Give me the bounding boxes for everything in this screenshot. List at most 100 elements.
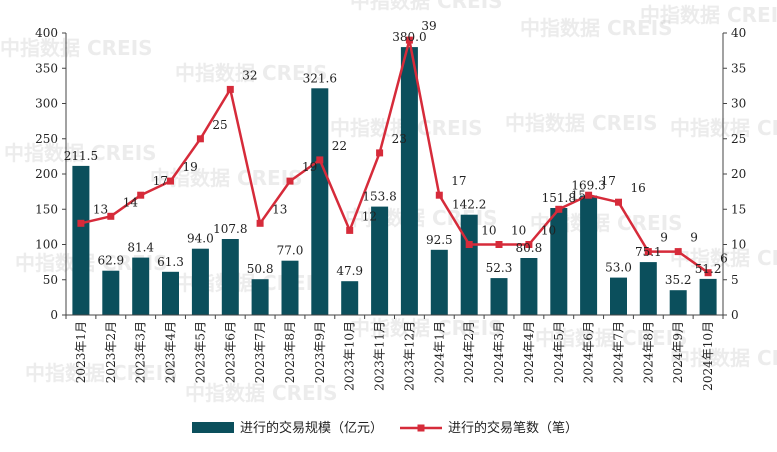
- line-point: [495, 241, 503, 248]
- bar-mark: [311, 88, 329, 315]
- bar-value-label: 47.9: [336, 264, 363, 278]
- line-value-label: 16: [631, 181, 646, 195]
- line-point: [167, 177, 174, 185]
- line-point: [674, 248, 682, 256]
- right-tick-label: 0: [731, 308, 739, 322]
- watermark-text: 中指数据 CREIS: [4, 141, 157, 165]
- bar-value-label: 52.3: [486, 261, 513, 275]
- bar-mark: [430, 249, 448, 315]
- bar-value-label: 94.0: [187, 232, 214, 246]
- bar-mark: [580, 195, 598, 315]
- watermark-text: 中指数据 CREIS: [175, 61, 328, 85]
- left-tick-label: 0: [50, 308, 58, 322]
- x-tick-label: 2024年2月: [462, 321, 476, 383]
- line-value-label: 17: [153, 174, 168, 188]
- bar-mark: [281, 260, 299, 315]
- line-point: [226, 85, 234, 93]
- line-value-label: 10: [541, 224, 556, 238]
- x-tick-label: 2023年4月: [164, 321, 178, 383]
- right-tick-label: 35: [731, 61, 746, 75]
- bar-value-label: 81.4: [127, 241, 154, 255]
- bar-mark: [251, 279, 269, 315]
- line-value-label: 25: [212, 118, 227, 132]
- watermark-text: 中指数据 CREIS: [350, 316, 503, 340]
- bar-value-label: 380.0: [392, 30, 426, 44]
- line-path: [80, 38, 709, 274]
- bar-value-label: 80.8: [516, 241, 543, 255]
- legend: 进行的交易规模（亿元） 进行的交易笔数（笔）: [192, 420, 578, 436]
- bar-value-label: 50.8: [247, 262, 274, 276]
- line-value-label: 19: [302, 160, 317, 174]
- bar-mark: [550, 208, 568, 315]
- bar-mark: [699, 278, 717, 315]
- bar-mark: [520, 258, 538, 315]
- watermark-text: 中指数据 CREIS: [350, 0, 503, 13]
- line-value-label: 39: [421, 19, 436, 33]
- x-tick-label: 2024年7月: [611, 321, 625, 383]
- bar-value-label: 92.5: [426, 233, 453, 247]
- bar-value-label: 321.6: [303, 71, 337, 85]
- bar-mark: [132, 257, 150, 315]
- right-tick-label: 30: [731, 97, 746, 111]
- bar-value-label: 75.1: [635, 245, 662, 259]
- line-point: [435, 191, 443, 199]
- line-value-label: 17: [601, 174, 616, 188]
- x-tick-label: 2023年8月: [283, 321, 297, 383]
- line-value-label: 12: [362, 209, 377, 223]
- left-tick-label: 150: [35, 202, 58, 216]
- x-tick-label: 2023年10月: [343, 321, 357, 391]
- right-tick-label: 25: [731, 132, 746, 146]
- right-tick-label: 40: [731, 26, 746, 40]
- bar-mark: [162, 271, 179, 315]
- left-tick-label: 50: [43, 273, 58, 287]
- x-tick-label: 2024年6月: [582, 321, 596, 383]
- right-tick-label: 20: [731, 167, 746, 181]
- watermark-text: 中指数据 CREIS: [670, 346, 777, 370]
- bar-value-label: 62.9: [97, 254, 124, 268]
- left-tick-label: 300: [35, 97, 58, 111]
- line-point: [405, 36, 413, 44]
- legend-bar-swatch: [192, 422, 234, 433]
- bar-mark: [72, 165, 90, 315]
- line-value-label: 13: [272, 202, 287, 216]
- line-point: [316, 156, 324, 164]
- left-tick-label: 100: [35, 238, 58, 252]
- line-point: [376, 149, 384, 157]
- bar-mark: [490, 278, 508, 315]
- watermark-text: 中指数据 CREIS: [0, 36, 153, 60]
- x-tick-label: 2023年3月: [134, 321, 148, 383]
- left-tick-label: 250: [35, 132, 58, 146]
- line-value-label: 23: [392, 132, 407, 146]
- bar-value-label: 61.3: [157, 255, 184, 269]
- line-value-label: 22: [332, 139, 347, 153]
- bar-mark: [102, 270, 120, 315]
- bar-value-label: 153.8: [362, 190, 396, 204]
- x-tick-label: 2024年1月: [432, 321, 446, 383]
- bar-mark: [371, 206, 389, 315]
- bar-mark: [400, 47, 418, 315]
- x-tick-label: 2024年4月: [522, 321, 536, 383]
- watermark-text: 中指数据 CREIS: [150, 166, 303, 190]
- bar-value-label: 169.3: [571, 179, 605, 193]
- right-tick-label: 5: [731, 273, 739, 287]
- bar-mark: [221, 239, 239, 315]
- watermark-text: 中指数据 CREIS: [25, 361, 178, 385]
- line-point: [525, 241, 533, 248]
- legend-line-label: 进行的交易笔数（笔）: [448, 420, 578, 436]
- left-tick-label: 200: [35, 167, 58, 181]
- bar-value-label: 51.2: [695, 262, 722, 276]
- line-point: [77, 219, 85, 227]
- right-tick-label: 15: [731, 202, 746, 216]
- x-tick-label: 2023年7月: [253, 321, 267, 383]
- x-tick-label: 2023年11月: [373, 321, 387, 391]
- bar-mark: [191, 248, 209, 315]
- bar-mark: [460, 214, 478, 315]
- x-tick-label: 2024年8月: [641, 321, 655, 383]
- line-value-label: 9: [660, 231, 668, 245]
- x-tick-label: 2024年9月: [671, 321, 685, 383]
- line-value-label: 14: [123, 195, 139, 209]
- left-tick-label: 400: [35, 26, 58, 40]
- watermark-text: 中指数据 CREIS: [505, 111, 658, 135]
